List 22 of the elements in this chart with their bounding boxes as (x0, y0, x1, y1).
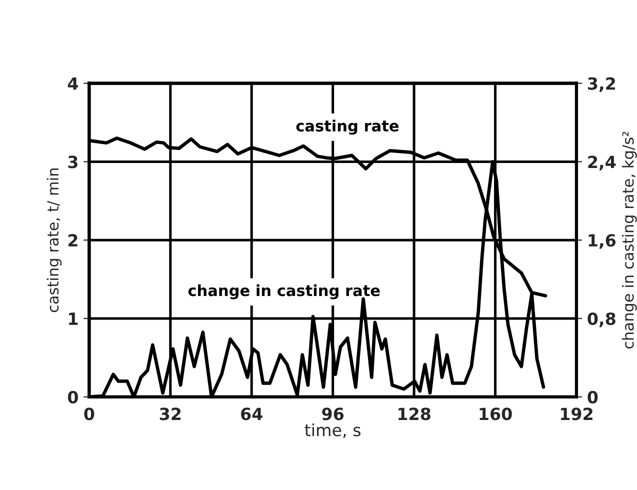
x-tick-label: 192 (560, 408, 592, 420)
y-tick-label: 2 (68, 234, 78, 246)
y-tick-label: 3 (68, 156, 78, 168)
y-tick-label: 4 (68, 77, 78, 90)
series-label: change in casting rate (188, 284, 380, 300)
x-tick-label: 96 (322, 408, 344, 420)
y2-tick-label: 3,2 (588, 77, 615, 92)
x-tick-label: 128 (398, 408, 430, 420)
y-axis-title: casting rate, t/ min (46, 168, 62, 312)
y2-tick-label: 2,4 (588, 156, 616, 170)
x-axis-title: time, s (304, 423, 360, 438)
y2-tick-label: 0 (588, 390, 598, 404)
y2-axis-title: change in casting rate, kg/s² (622, 132, 637, 349)
y-tick-label: 0 (68, 390, 78, 404)
x-tick-label: 32 (160, 408, 181, 420)
series-label: casting rate (296, 120, 399, 135)
x-tick-label: 160 (480, 408, 512, 420)
y2-tick-label: 1,6 (588, 234, 616, 249)
x-tick-label: 64 (241, 408, 262, 420)
x-tick-label: 0 (84, 408, 94, 420)
y2-tick-label: 0,8 (588, 312, 616, 328)
y-tick-label: 1 (69, 312, 78, 325)
